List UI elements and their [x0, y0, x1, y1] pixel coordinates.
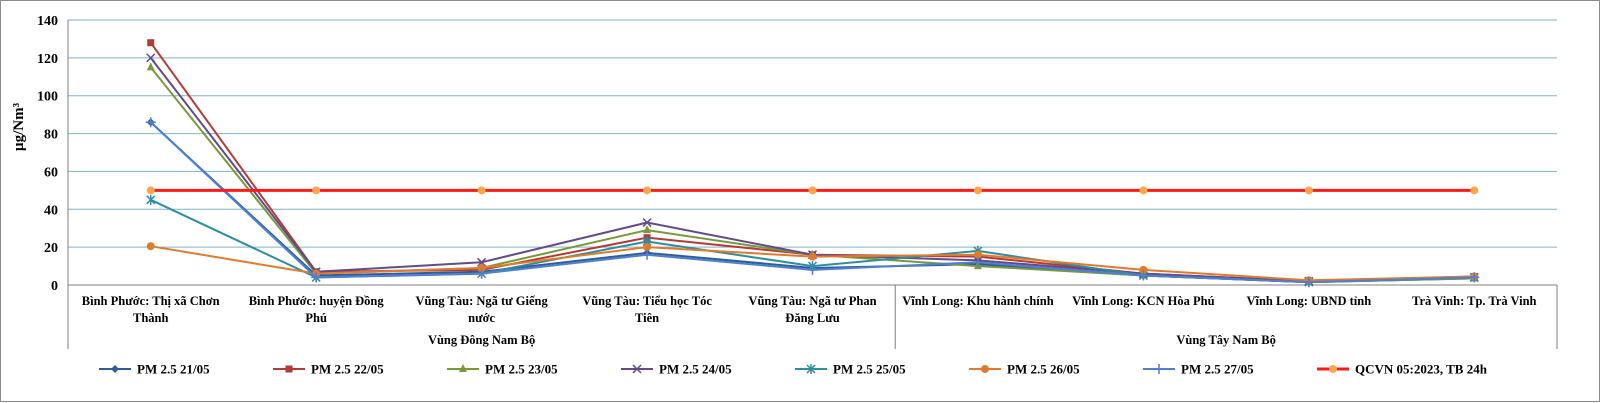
- y-tick-label: 0: [51, 279, 58, 294]
- data-point: [981, 365, 989, 373]
- data-point: [476, 268, 487, 279]
- x-category-label: Vĩnh Long: UBND tỉnh: [1246, 294, 1371, 308]
- data-point: [111, 365, 119, 373]
- data-point: [146, 242, 155, 251]
- y-tick-label: 120: [37, 52, 58, 67]
- legend-item: PM 2.5 23/05: [447, 362, 558, 377]
- x-group-label: Vùng Đông Nam Bộ: [428, 333, 535, 347]
- y-tick-label: 100: [37, 90, 58, 105]
- series-0: [146, 118, 1479, 287]
- legend-item: PM 2.5 21/05: [99, 362, 210, 377]
- legend-label: PM 2.5 23/05: [485, 362, 558, 377]
- data-point: [1304, 186, 1313, 195]
- data-point: [808, 186, 817, 195]
- data-point: [1329, 365, 1337, 373]
- data-point: [477, 263, 486, 272]
- x-category-label: Trà Vinh: Tp. Trà Vinh: [1412, 294, 1537, 308]
- legend-label: PM 2.5 24/05: [659, 362, 732, 377]
- data-point: [1139, 186, 1148, 195]
- data-point: [1139, 265, 1148, 274]
- data-point: [146, 186, 155, 195]
- series-7: [146, 186, 1479, 195]
- data-point: [1303, 277, 1314, 288]
- data-point: [285, 365, 293, 373]
- data-point: [1154, 364, 1164, 374]
- legend-item: PM 2.5 27/05: [1143, 362, 1254, 377]
- data-point: [632, 364, 642, 374]
- x-category-label: Bình Phước: huyện Đồng: [249, 294, 385, 308]
- x-category-label: Vũng Tàu: Ngã tư Phan: [748, 294, 876, 308]
- x-category-label: Vũng Tàu: Ngã tư Giếng: [415, 294, 548, 308]
- data-point: [145, 117, 156, 128]
- data-point: [1138, 270, 1149, 281]
- data-point: [146, 53, 156, 63]
- data-point: [808, 252, 817, 261]
- legend-item: PM 2.5 25/05: [795, 362, 906, 377]
- x-group-label: Vùng Tây Nam Bộ: [1176, 333, 1275, 347]
- x-category-label: Vũng Tàu: Tiểu học Tóc: [582, 294, 712, 308]
- gridlines: [68, 19, 1557, 248]
- data-point: [973, 250, 982, 259]
- data-point: [642, 218, 652, 228]
- data-point: [643, 243, 652, 252]
- data-point: [477, 257, 487, 267]
- data-point: [807, 264, 818, 275]
- data-point: [146, 194, 156, 205]
- data-point: [973, 186, 982, 195]
- legend-item: PM 2.5 24/05: [621, 362, 732, 377]
- legend-label: QCVN 05:2023, TB 24h: [1355, 362, 1488, 377]
- x-category-label: Phú: [305, 311, 327, 325]
- x-category-label: Đăng Lưu: [785, 311, 839, 325]
- x-category-label: Vĩnh Long: Khu hành chính: [902, 294, 1054, 308]
- y-tick-label: 60: [44, 165, 58, 180]
- data-point: [1470, 186, 1479, 195]
- legend-label: PM 2.5 25/05: [833, 362, 906, 377]
- data-point: [643, 225, 652, 234]
- axis-labels: µg/Nm³ 0 20 40 60 80 100 120 140 Bình Phước: Thị…: [11, 14, 1537, 347]
- data-point: [312, 186, 321, 195]
- series-line: [149, 42, 1475, 283]
- x-category-label: Thành: [133, 311, 168, 325]
- data-point: [311, 272, 322, 283]
- series-lines: [145, 39, 1480, 288]
- legend: PM 2.5 21/05 PM 2.5 22/05 PM 2.5 23/05 PM 2…: [99, 362, 1488, 377]
- data-point: [643, 186, 652, 195]
- legend-item: QCVN 05:2023, TB 24h: [1317, 362, 1488, 377]
- x-category-label: nước: [468, 311, 495, 325]
- series-line: [149, 57, 1475, 283]
- y-tick-label: 140: [37, 14, 58, 29]
- x-category-label: Tiên: [635, 311, 659, 325]
- data-point: [147, 39, 155, 47]
- legend-label: PM 2.5 26/05: [1007, 362, 1080, 377]
- legend-item: PM 2.5 26/05: [969, 362, 1080, 377]
- data-point: [459, 364, 467, 372]
- y-tick-label: 20: [44, 241, 58, 256]
- y-tick-label: 40: [44, 203, 58, 218]
- series-6: [145, 117, 1480, 288]
- data-point: [972, 257, 983, 268]
- x-category-label: Bình Phước: Thị xã Chơn: [82, 294, 220, 308]
- legend-label: PM 2.5 27/05: [1181, 362, 1254, 377]
- legend-item: PM 2.5 22/05: [273, 362, 384, 377]
- data-point: [146, 62, 155, 71]
- y-axis-label: µg/Nm³: [11, 102, 27, 151]
- data-point: [642, 249, 653, 260]
- y-tick-label: 80: [44, 128, 58, 143]
- legend-label: PM 2.5 21/05: [137, 362, 210, 377]
- legend-label: PM 2.5 22/05: [311, 362, 384, 377]
- data-point: [477, 186, 486, 195]
- series-1: [147, 39, 1478, 285]
- x-category-label: Vĩnh Long: KCN Hòa Phú: [1072, 294, 1214, 308]
- data-point: [806, 364, 816, 374]
- data-point: [1469, 272, 1480, 283]
